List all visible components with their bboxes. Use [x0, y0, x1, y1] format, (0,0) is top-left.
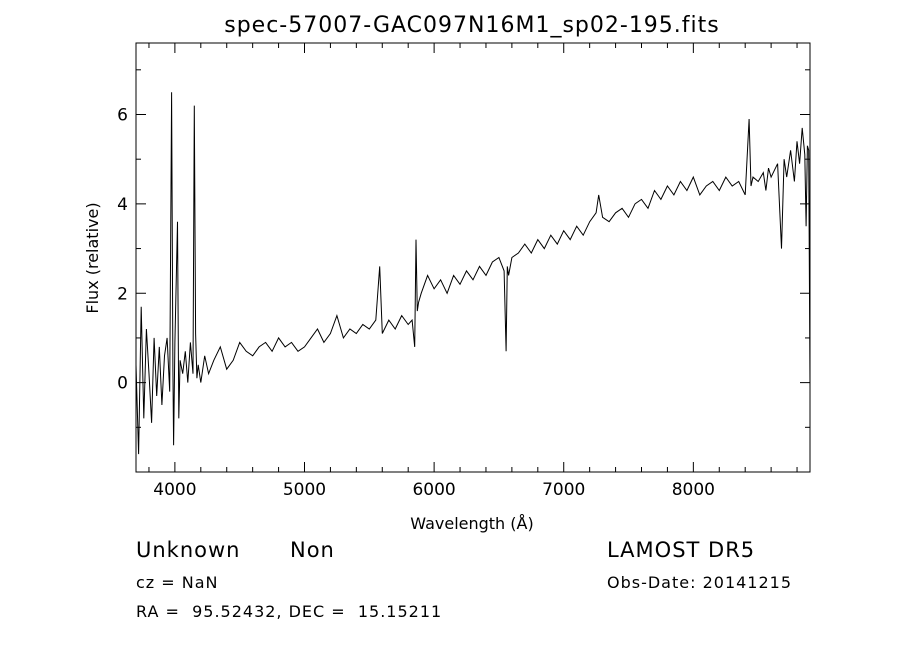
y-tick-label: 2 [117, 284, 128, 304]
x-tick-label: 5000 [283, 480, 326, 500]
y-tick-label: 0 [117, 374, 128, 394]
x-tick-label: 8000 [672, 480, 715, 500]
observation-date: Obs-Date: 20141215 [607, 573, 793, 592]
axis-ticks [136, 43, 810, 472]
x-tick-label: 4000 [153, 480, 196, 500]
spectral-class: Unknown [136, 538, 241, 562]
y-axis-label: Flux (relative) [83, 202, 102, 313]
spectrum-line [135, 92, 811, 455]
y-tick-label: 6 [117, 106, 128, 126]
spectral-subclass: Non [290, 538, 335, 562]
x-tick-label: 6000 [412, 480, 455, 500]
axis-tick-labels: 4000 5000 6000 7000 8000 0 2 4 6 [117, 106, 715, 501]
x-tick-label: 7000 [542, 480, 585, 500]
ra-dec-coordinates: RA = 95.52432, DEC = 15.15211 [136, 602, 443, 621]
survey-name: LAMOST DR5 [607, 538, 756, 562]
y-tick-label: 4 [117, 195, 128, 215]
plot-frame [135, 42, 811, 473]
redshift-cz: cz = NaN [136, 573, 219, 592]
chart-title: spec-57007-GAC097N16M1_sp02-195.fits [224, 13, 720, 38]
x-axis-label: Wavelength (Å) [410, 514, 533, 533]
